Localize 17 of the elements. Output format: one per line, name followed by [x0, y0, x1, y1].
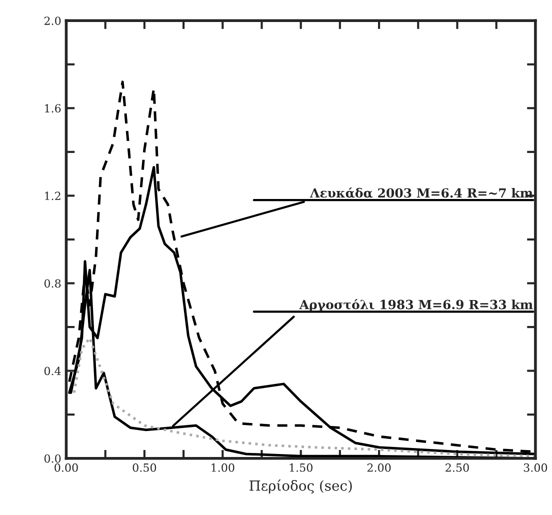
x-axis-title: Περίοδος (sec) — [250, 480, 352, 494]
x-tick-label: 3.00 — [524, 463, 548, 472]
x-tick-label: 2.50 — [446, 463, 469, 472]
y-tick-label: 0.8 — [44, 279, 61, 288]
line-series — [72, 336, 536, 458]
x-tick-label: 1.50 — [290, 463, 312, 472]
annotation: Αργοστόλι 1983 M=6.9 R=33 km — [299, 299, 533, 312]
y-tick-label: 1.2 — [45, 192, 60, 200]
x-tick-label: 0.50 — [132, 463, 156, 472]
x-tick-label: 0.00 — [54, 463, 78, 472]
x-tick-label: 2.00 — [367, 463, 391, 472]
y-tick-label: 0.0 — [44, 454, 61, 463]
annotation: Λευκάδα 2003 M=6.4 R=~7 km — [310, 187, 533, 198]
y-tick-label: 0.4 — [44, 366, 61, 376]
x-tick-label: 1.00 — [212, 463, 234, 472]
y-tick-label: 1.6 — [45, 104, 61, 113]
y-tick-label: 2.0 — [44, 16, 61, 25]
